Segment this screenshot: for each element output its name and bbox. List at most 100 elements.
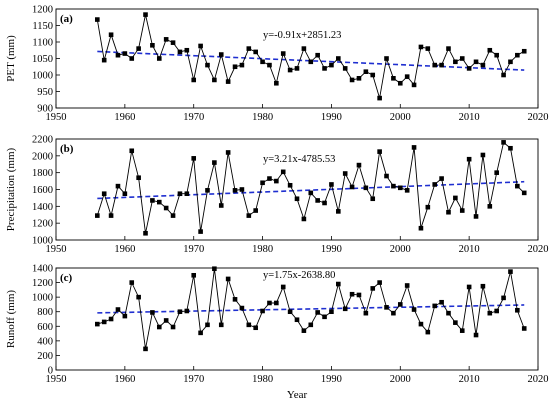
data-point [184, 191, 190, 197]
trend-equation: y=3.21x-4785.53 [263, 154, 335, 165]
data-point [115, 52, 121, 58]
data-point [336, 209, 341, 214]
y-axis-label: Precipitation (mm) [5, 147, 17, 231]
data-point [377, 149, 382, 154]
data-point [501, 295, 506, 301]
x-tick-label: 2020 [528, 112, 549, 123]
data-point [356, 162, 362, 168]
x-tick-label: 1960 [114, 244, 135, 255]
data-point [246, 213, 252, 218]
trend-equation: y=1.75x-2638.80 [263, 270, 335, 281]
data-point [336, 281, 341, 287]
data-point [508, 59, 513, 65]
data-point [129, 56, 135, 61]
data-point [494, 170, 499, 175]
data-point [329, 62, 334, 68]
panel-label: (c) [60, 272, 73, 284]
data-point [225, 150, 231, 155]
data-point [150, 310, 155, 315]
data-point [260, 308, 265, 314]
x-tick-label: 1980 [252, 112, 273, 123]
data-point [143, 12, 148, 17]
plot-frame [55, 267, 539, 371]
trend-line [97, 50, 525, 71]
data-point [397, 80, 403, 86]
data-point [473, 332, 479, 338]
data-point [156, 199, 162, 205]
panel-a-pet: 1950 1960 1970 1980 1990 2000 2010 2020 900 950 10… [5, 5, 549, 124]
data-point [136, 294, 141, 300]
data-point [191, 272, 197, 278]
x-tick-label: 1950 [46, 112, 67, 123]
y-tick-label: 1400 [32, 202, 53, 213]
y-tick-label: 950 [37, 87, 53, 98]
data-point [432, 62, 438, 68]
x-tick-label: 1980 [252, 244, 273, 255]
data-point [150, 198, 155, 203]
data-point [377, 280, 382, 285]
data-point [122, 313, 128, 319]
y-tick-label: 1400 [32, 264, 53, 275]
data-point [232, 297, 238, 302]
data-point [342, 306, 348, 312]
data-point [95, 213, 100, 218]
data-point [95, 17, 100, 22]
data-point [108, 32, 114, 38]
data-point [446, 209, 451, 215]
data-point [184, 47, 190, 53]
y-axis-label: PET (mm) [5, 35, 17, 82]
data-point [177, 49, 183, 55]
data-point [391, 310, 396, 316]
y-tick-label: 1100 [32, 38, 53, 49]
data-point [521, 326, 527, 331]
data-point [384, 305, 389, 310]
data-point [225, 79, 231, 84]
data-point [308, 322, 314, 328]
data-point [280, 51, 286, 56]
x-tick-label: 1970 [183, 112, 204, 123]
data-point [439, 299, 444, 305]
data-point [315, 310, 320, 315]
data-point [453, 320, 458, 325]
data-point [301, 46, 307, 51]
x-tick-label: 1950 [46, 244, 67, 255]
data-point [363, 310, 369, 316]
data-point [156, 324, 162, 330]
data-point [287, 182, 293, 188]
data-point [253, 325, 258, 331]
data-point [218, 203, 224, 208]
data-point [101, 319, 107, 325]
data-point [508, 269, 513, 274]
y-tick-label: 1800 [32, 168, 53, 179]
x-tick-label: 1990 [321, 374, 342, 385]
data-point [515, 52, 520, 58]
data-point [101, 191, 107, 197]
x-tick-label: 2000 [390, 374, 411, 385]
data-point [184, 308, 190, 314]
trend-equation: y=-0.91x+2851.23 [263, 30, 341, 41]
data-point [322, 200, 327, 206]
data-point [515, 183, 520, 189]
data-point [508, 145, 513, 151]
y-tick-label: 1000 [32, 293, 53, 304]
data-point [301, 216, 307, 222]
data-point [308, 59, 314, 65]
x-tick-label: 2010 [459, 244, 480, 255]
y-tick-label: 200 [37, 351, 53, 362]
data-point [404, 283, 410, 288]
data-point [363, 69, 369, 74]
data-point [239, 305, 245, 311]
data-point [280, 169, 286, 175]
y-tick-label: 0 [48, 366, 53, 377]
x-tick-label: 2010 [459, 112, 480, 123]
data-point [205, 188, 210, 193]
data-point [170, 324, 176, 330]
data-point [336, 56, 341, 61]
data-point [315, 198, 320, 203]
plot-frame [55, 8, 539, 109]
data-point [432, 182, 438, 187]
data-point [260, 180, 265, 186]
x-tick-label: 1970 [183, 374, 204, 385]
data-point [466, 284, 472, 290]
